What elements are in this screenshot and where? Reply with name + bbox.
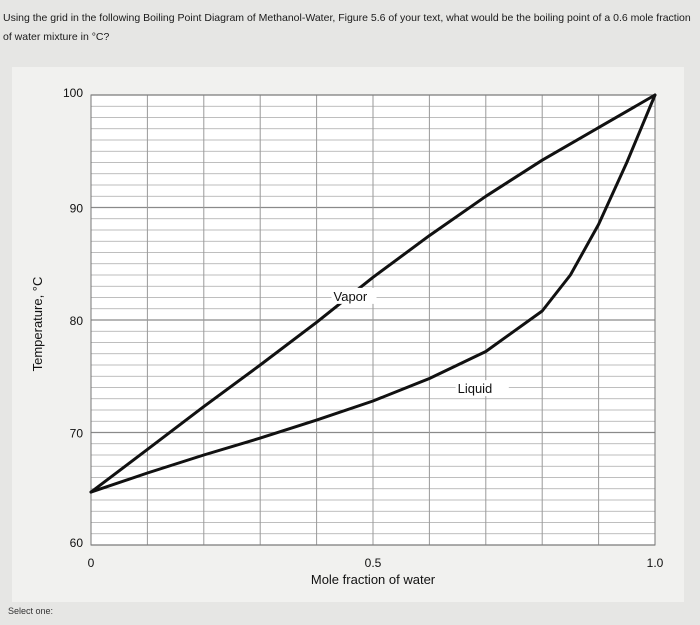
question-text: Using the grid in the following Boiling … [3, 12, 691, 43]
select-one-label: Select one: [8, 606, 54, 616]
x-tick-label: 1.0 [647, 556, 664, 570]
annotation-liquid: Liquid [458, 381, 493, 396]
series-line-vapor [89, 93, 657, 494]
boiling-point-chart: Vapor Liquid 60 70 80 90 100 0 0.5 1.0 Mole fracti… [30, 86, 664, 587]
x-axis-label: Mole fraction of water [311, 572, 436, 587]
label-layer: Vapor Liquid 60 70 80 90 100 0 0.5 1.0 Mole fracti… [30, 86, 664, 587]
x-tick-label: 0.5 [365, 556, 382, 570]
y-tick-label: 100 [63, 86, 83, 100]
series-line-liquid [89, 93, 657, 494]
plot-border [90, 94, 656, 546]
chart-panel: Vapor Liquid 60 70 80 90 100 0 0.5 1.0 Mole fracti… [12, 67, 684, 602]
grid [90, 94, 656, 546]
annotation-bg [331, 287, 377, 304]
y-tick-label: 80 [70, 314, 84, 328]
y-axis-label: Temperature, °C [30, 277, 45, 372]
series-layer [89, 93, 657, 494]
annotation-vapor: Vapor [334, 289, 368, 304]
y-tick-label: 70 [70, 427, 84, 441]
y-tick-label: 90 [70, 202, 84, 216]
x-tick-label: 0 [88, 556, 95, 570]
y-tick-label: 60 [70, 536, 84, 550]
annotation-bg [455, 380, 509, 397]
